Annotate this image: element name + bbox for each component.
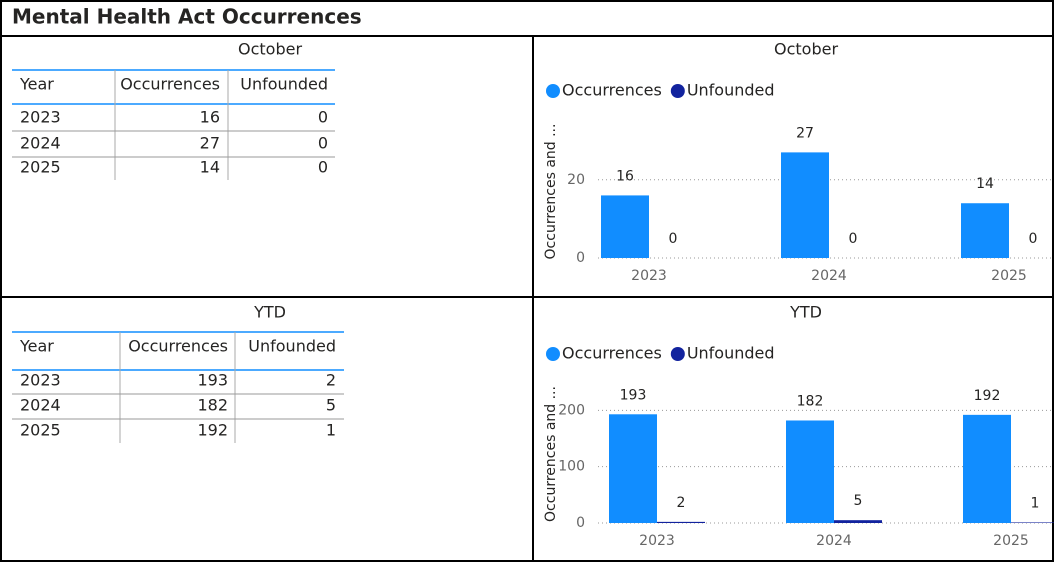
y-tick-label: 0 — [576, 250, 585, 266]
y-tick-label: 100 — [558, 459, 585, 475]
x-tick-label: 2024 — [811, 268, 847, 284]
table-cell: 2025 — [20, 421, 61, 440]
y-tick-label: 20 — [567, 172, 585, 188]
table-cell: 2 — [326, 371, 336, 390]
table-cell: 182 — [197, 396, 228, 415]
bar — [657, 521, 705, 523]
bar — [781, 152, 829, 258]
column-header: Unfounded — [240, 75, 328, 94]
y-axis-title: Occurrences and ... — [543, 386, 559, 522]
y-axis-title: Occurrences and ... — [543, 124, 559, 260]
legend-label: Occurrences — [562, 81, 662, 100]
table-cell: 193 — [197, 371, 228, 390]
bar — [834, 520, 882, 523]
column-header: Occurrences — [120, 75, 220, 94]
chart-title: YTD — [789, 303, 822, 322]
legend-marker — [546, 84, 560, 98]
data-label: 0 — [1029, 231, 1038, 247]
table-cell: 0 — [318, 134, 328, 153]
legend-marker — [546, 347, 560, 361]
table-cell: 14 — [200, 158, 220, 177]
column-header: Unfounded — [248, 337, 336, 356]
y-tick-label: 0 — [576, 515, 585, 531]
table-cell: 5 — [326, 396, 336, 415]
data-label: 182 — [797, 393, 824, 409]
bar — [609, 414, 657, 523]
bar — [786, 420, 834, 523]
data-label: 2 — [677, 495, 686, 511]
legend-label: Unfounded — [687, 344, 775, 363]
bar — [601, 195, 649, 258]
data-label: 0 — [849, 231, 858, 247]
table-cell: 2023 — [20, 371, 61, 390]
data-label: 193 — [620, 387, 647, 403]
page-title: Mental Health Act Occurrences — [12, 5, 362, 29]
table-cell: 2024 — [20, 396, 61, 415]
table-title: YTD — [253, 303, 286, 322]
data-label: 14 — [976, 176, 994, 192]
column-header: Occurrences — [128, 337, 228, 356]
column-header: Year — [19, 337, 54, 356]
table-cell: 2024 — [20, 134, 61, 153]
table-cell: 0 — [318, 108, 328, 127]
table-cell: 27 — [200, 134, 220, 153]
table-cell: 16 — [200, 108, 220, 127]
bar — [961, 203, 1009, 258]
legend-label: Unfounded — [687, 81, 775, 100]
table-cell: 2023 — [20, 108, 61, 127]
x-tick-label: 2024 — [816, 533, 852, 549]
data-label: 5 — [854, 493, 863, 509]
data-label: 1 — [1031, 495, 1040, 511]
table-cell: 192 — [197, 421, 228, 440]
data-label: 0 — [669, 231, 678, 247]
x-tick-label: 2023 — [639, 533, 675, 549]
x-tick-label: 2025 — [993, 533, 1029, 549]
legend-label: Occurrences — [562, 344, 662, 363]
data-label: 16 — [616, 168, 634, 184]
column-header: Year — [19, 75, 54, 94]
y-tick-label: 200 — [558, 402, 585, 418]
chart-title: October — [774, 40, 838, 59]
bar — [1011, 522, 1054, 523]
x-tick-label: 2025 — [991, 268, 1027, 284]
table-title: October — [238, 40, 302, 59]
x-tick-label: 2023 — [631, 268, 667, 284]
table-cell: 1 — [326, 421, 336, 440]
data-label: 192 — [974, 388, 1001, 404]
table-cell: 2025 — [20, 158, 61, 177]
legend-marker — [670, 84, 685, 98]
table-cell: 0 — [318, 158, 328, 177]
legend-marker — [670, 347, 685, 361]
bar — [963, 414, 1011, 523]
data-label: 27 — [796, 125, 814, 141]
